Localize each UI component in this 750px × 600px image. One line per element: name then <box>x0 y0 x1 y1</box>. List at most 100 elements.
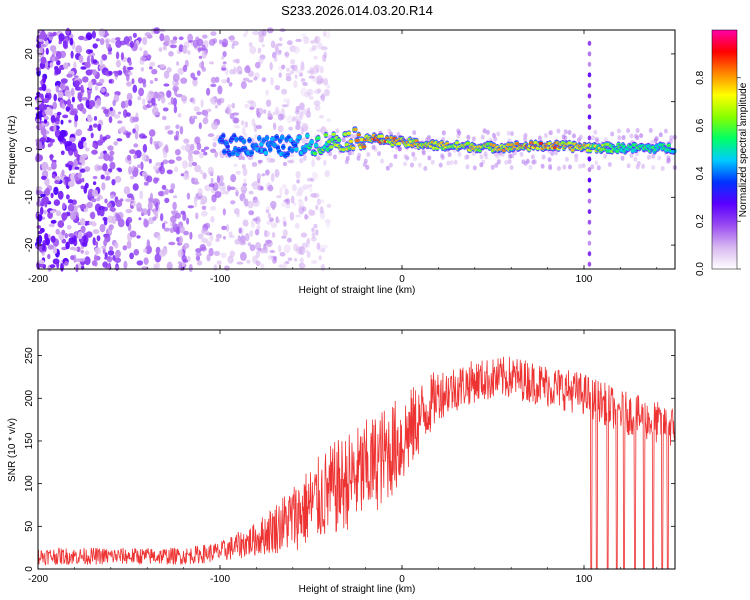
noise-blob <box>188 264 193 273</box>
noise-blob <box>466 134 471 140</box>
noise-blob <box>276 195 282 199</box>
noise-blob <box>190 72 196 79</box>
noise-blob <box>52 101 57 110</box>
noise-blob <box>92 123 98 128</box>
noise-blob <box>87 128 94 132</box>
noise-blob <box>160 213 164 222</box>
noise-blob <box>170 96 174 105</box>
noise-blob <box>80 136 87 142</box>
noise-blob <box>187 149 194 156</box>
noise-blob <box>326 118 332 123</box>
noise-blob <box>127 99 133 107</box>
noise-blob <box>81 97 88 101</box>
noise-blob <box>323 30 327 37</box>
noise-blob <box>100 58 104 66</box>
spectrogram-x-tick-label: 0 <box>399 274 405 285</box>
noise-blob <box>189 231 193 240</box>
noise-blob <box>145 104 152 108</box>
noise-blob <box>269 250 276 253</box>
noise-blob <box>38 259 45 264</box>
noise-blob <box>307 107 311 113</box>
noise-blob <box>67 98 71 108</box>
noise-blob <box>201 44 206 51</box>
noise-blob <box>550 151 555 156</box>
noise-blob <box>142 135 148 139</box>
noise-blob <box>255 107 260 117</box>
noise-blob <box>77 140 85 150</box>
noise-blob <box>49 264 56 269</box>
noise-blob <box>308 96 314 100</box>
noise-blob <box>99 38 105 45</box>
interference-dot <box>587 177 592 183</box>
noise-blob <box>55 228 60 235</box>
noise-blob <box>267 157 273 163</box>
noise-blob <box>187 205 194 209</box>
noise-blob <box>273 56 278 62</box>
noise-blob <box>213 264 218 271</box>
noise-blob <box>76 246 81 253</box>
noise-blob <box>326 203 332 208</box>
noise-blob <box>279 37 283 42</box>
noise-blob <box>100 174 105 180</box>
noise-blob <box>194 164 202 173</box>
noise-blob <box>109 150 115 156</box>
noise-blob <box>204 146 210 150</box>
noise-blob <box>603 153 608 159</box>
noise-blob <box>40 202 45 207</box>
noise-blob <box>472 165 477 171</box>
noise-blob <box>127 66 134 70</box>
noise-blob <box>70 142 77 152</box>
noise-blob <box>274 43 279 49</box>
noise-blob <box>178 235 183 245</box>
noise-blob <box>193 115 198 120</box>
carrier-mark <box>247 138 252 142</box>
noise-blob <box>61 169 65 177</box>
noise-blob <box>282 262 288 269</box>
noise-blob <box>263 109 267 114</box>
noise-blob <box>75 45 83 54</box>
noise-blob <box>141 208 148 216</box>
noise-blob <box>48 223 55 227</box>
noise-blob <box>261 173 266 177</box>
noise-blob <box>115 59 121 68</box>
noise-blob <box>115 249 121 258</box>
noise-blob <box>441 130 446 136</box>
noise-blob <box>65 163 70 168</box>
noise-blob <box>270 77 274 86</box>
noise-blob <box>41 175 47 180</box>
noise-blob <box>143 218 148 225</box>
spectrogram-y-ticks: -20 -10 0 10 20 <box>24 48 675 252</box>
noise-blob <box>243 178 247 185</box>
noise-blob <box>79 204 87 210</box>
noise-blob <box>112 70 120 74</box>
noise-blob <box>69 110 77 116</box>
noise-blob <box>194 136 201 145</box>
noise-blob <box>159 249 166 257</box>
noise-blob <box>221 56 225 60</box>
carrier-mark <box>274 135 279 139</box>
noise-blob <box>195 248 202 253</box>
carrier-mark <box>241 139 247 143</box>
noise-blob <box>482 128 487 134</box>
noise-blob <box>170 39 177 44</box>
noise-blob <box>91 189 99 197</box>
noise-blob <box>70 255 75 261</box>
noise-blob <box>244 103 250 109</box>
noise-blob <box>568 164 572 170</box>
noise-blob <box>56 60 61 66</box>
noise-blob <box>245 64 250 71</box>
noise-blob <box>155 112 161 116</box>
noise-blob <box>140 67 144 72</box>
noise-blob <box>47 244 55 250</box>
noise-blob <box>509 165 514 171</box>
noise-blob <box>140 56 147 62</box>
noise-blob <box>146 239 150 249</box>
noise-blob <box>241 164 246 169</box>
noise-blob <box>286 114 293 124</box>
carrier-mark <box>220 139 225 143</box>
noise-blob <box>115 37 121 41</box>
noise-blob <box>293 46 300 54</box>
noise-blob <box>195 252 202 257</box>
carrier-mark <box>346 131 352 135</box>
noise-blob <box>88 80 93 90</box>
